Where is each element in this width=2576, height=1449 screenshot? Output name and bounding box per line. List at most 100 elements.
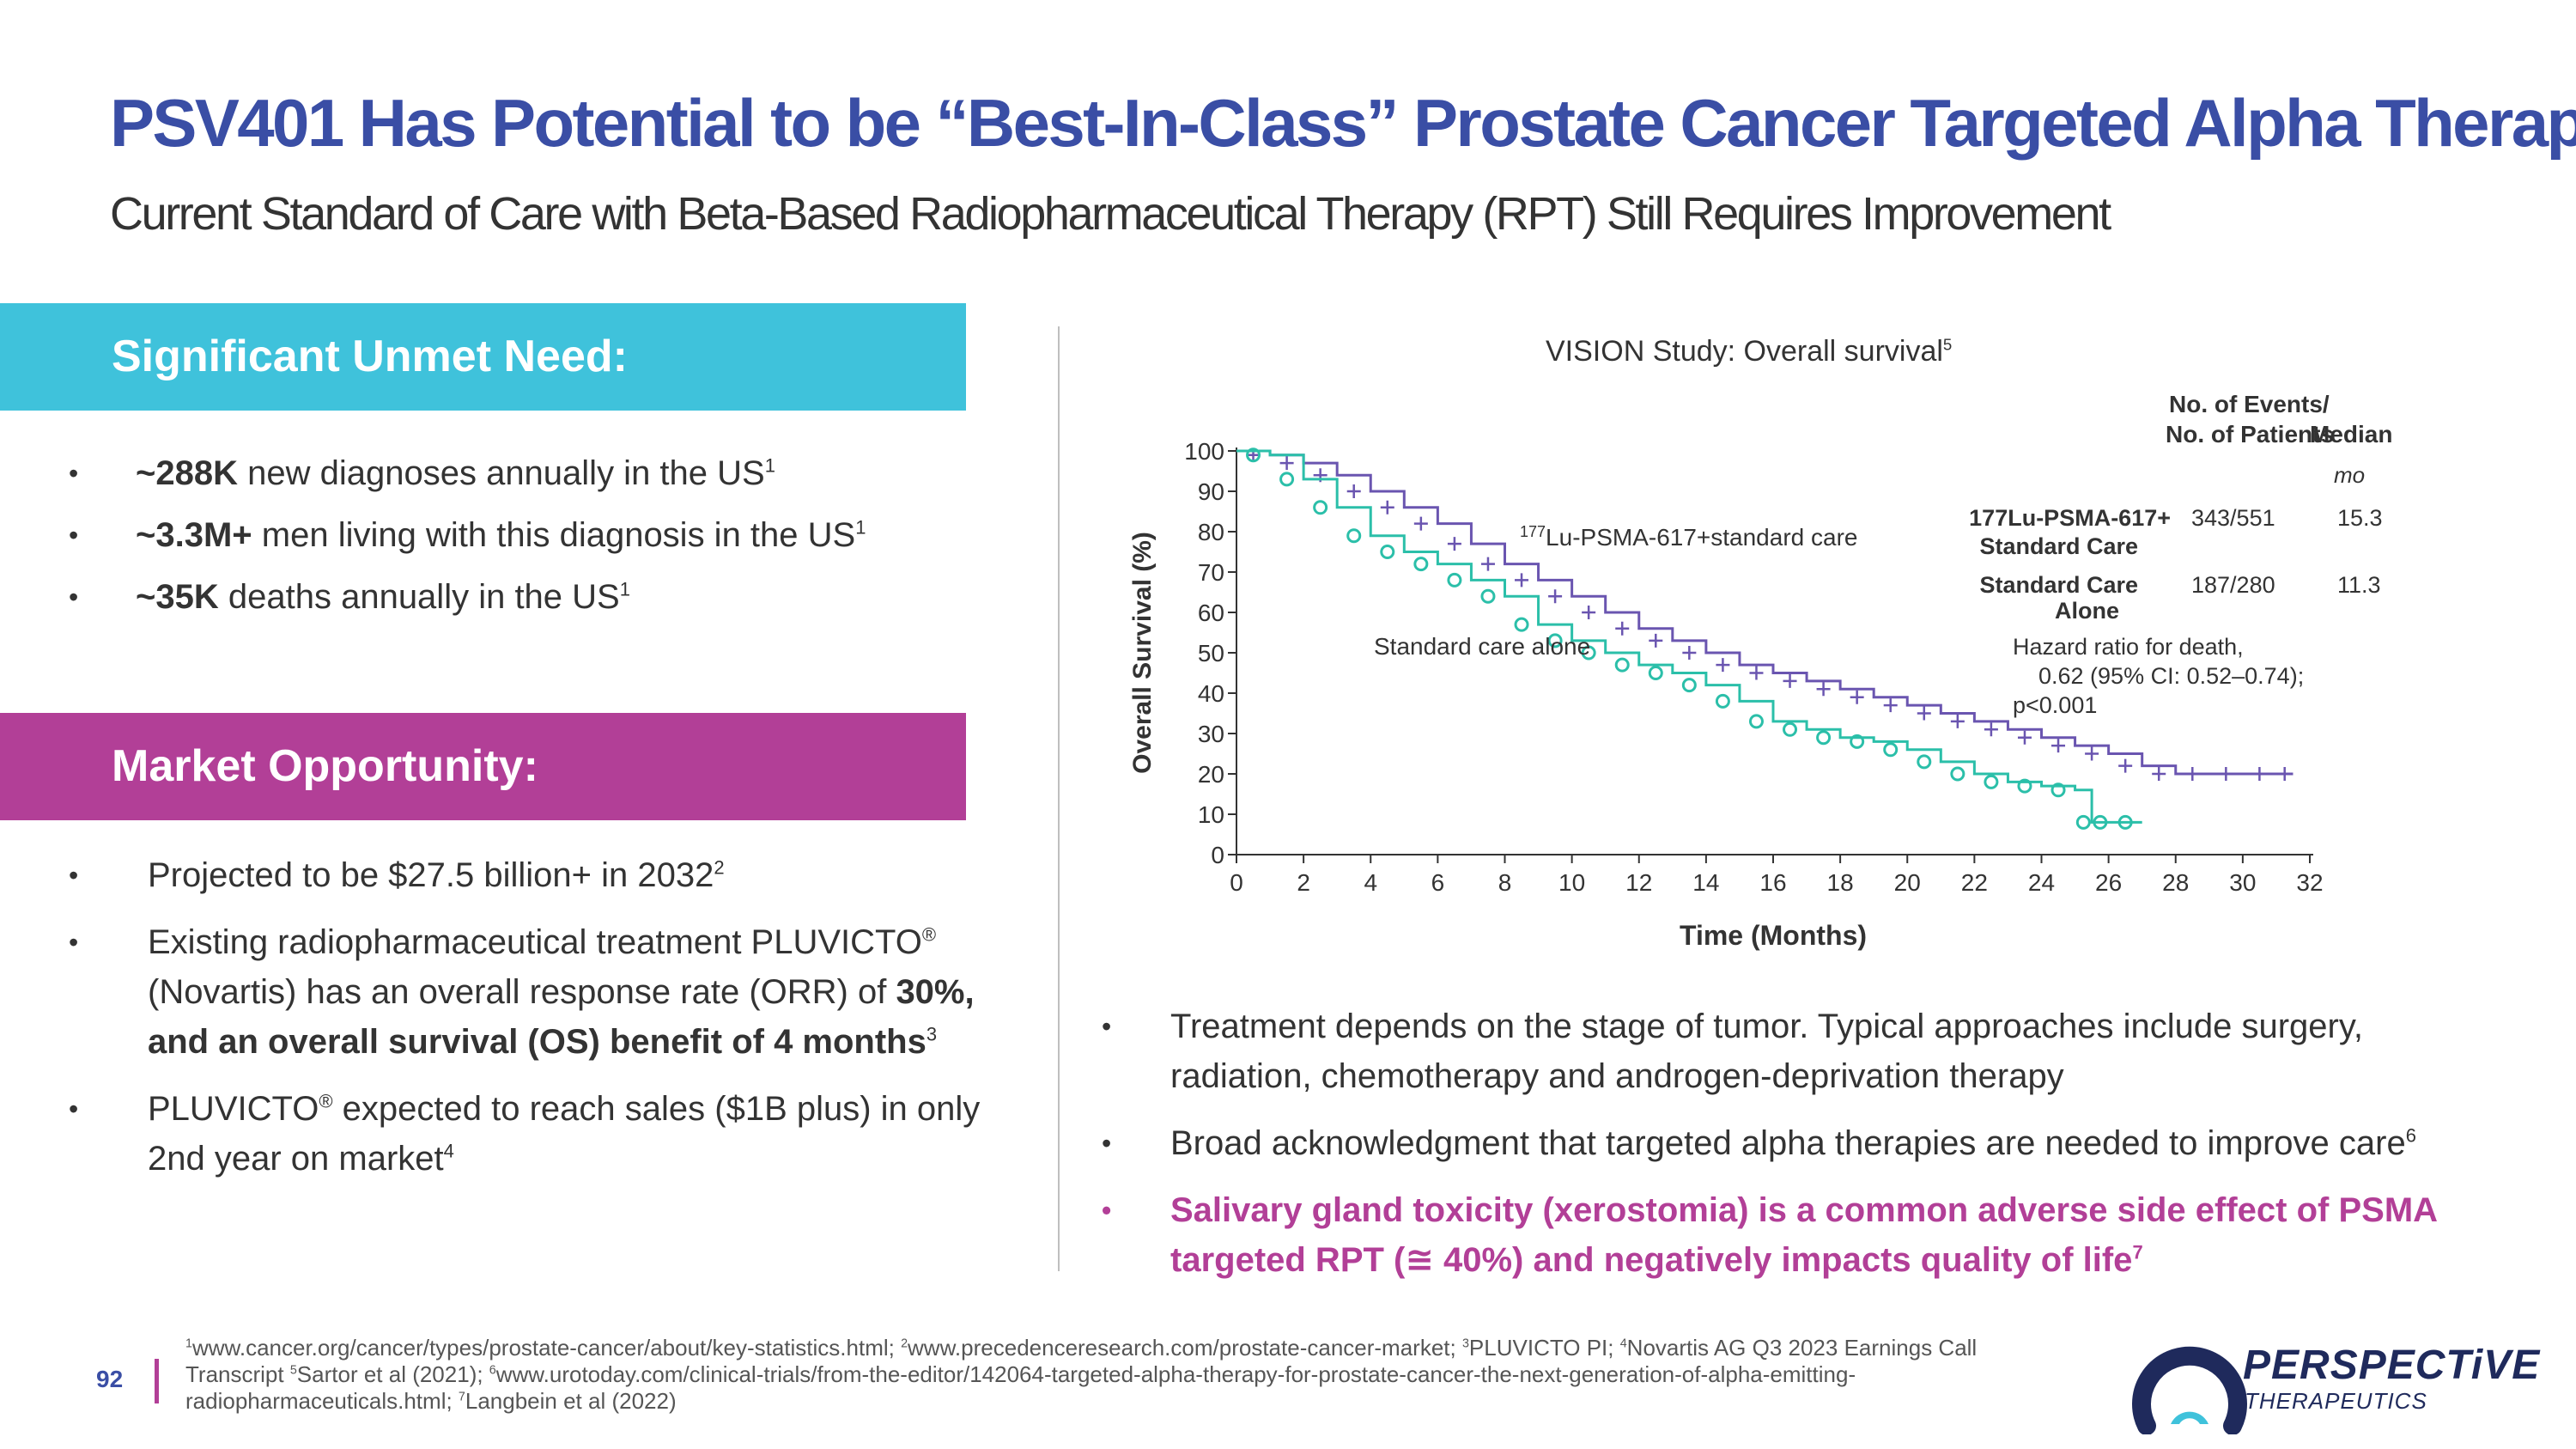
- lu-psma-series-line: [1236, 449, 2293, 776]
- y-tick-label: 20: [1198, 761, 1224, 788]
- footnote-text: www.precedenceresearch.com/prostate-canc…: [908, 1335, 1462, 1361]
- censor-mark: [1984, 722, 1998, 737]
- y-tick-label: 50: [1198, 640, 1224, 667]
- censor-mark: [1447, 572, 1462, 588]
- x-tick-label: 24: [2028, 869, 2055, 896]
- isotope-superscript: 177: [1520, 523, 1546, 540]
- list-item: • Existing radiopharmaceutical treatment …: [69, 917, 1013, 1067]
- footnote-text: PLUVICTO PI;: [1468, 1335, 1620, 1361]
- censor-mark: [1715, 693, 1730, 709]
- y-tick-label: 70: [1198, 559, 1224, 586]
- censor-mark: [1950, 714, 1965, 728]
- bullet-icon: •: [69, 458, 79, 489]
- censor-mark: [1716, 658, 1730, 673]
- y-tick-label: 90: [1198, 478, 1224, 505]
- footnote-ref: 2: [714, 856, 725, 879]
- chart-title: VISION Study: Overall survival5: [1546, 335, 1952, 368]
- censor-mark: [1783, 673, 1797, 688]
- censor-mark: [1313, 500, 1328, 515]
- censor-mark: [1480, 588, 1496, 604]
- censor-mark: [1950, 766, 1965, 782]
- footnote-marker: 3: [1461, 1336, 1469, 1351]
- footnote-text: Sartor et al (2021);: [296, 1361, 489, 1387]
- list-item: • ~3.3M+ men living with this diagnosis i…: [69, 508, 866, 570]
- list-item: • Broad acknowledgment that targeted alph…: [1102, 1118, 2510, 1168]
- x-tick-label: 6: [1431, 869, 1445, 896]
- bullet-icon: •: [69, 581, 79, 612]
- footnote-marker: 1: [185, 1336, 192, 1351]
- censor-mark: [1648, 666, 1663, 680]
- x-tick-label: 8: [1498, 869, 1512, 896]
- standard-care-label: Standard care alone: [1374, 633, 1590, 660]
- x-tick-label: 28: [2162, 869, 2189, 896]
- y-tick-label: 0: [1211, 842, 1224, 868]
- hazard-ratio-line1: Hazard ratio for death,: [2013, 634, 2244, 660]
- care-text-highlight: Salivary gland toxicity (xerostomia) is …: [1170, 1191, 2437, 1279]
- censor-mark: [1917, 706, 1931, 721]
- censor-mark: [2152, 767, 2166, 781]
- censor-mark: [1649, 633, 1663, 648]
- market-list: • Projected to be $27.5 billion+ in 20322…: [69, 850, 1013, 1201]
- censor-mark: [1279, 472, 1295, 487]
- footnotes: 1www.cancer.org/cancer/types/prostate-ca…: [185, 1335, 2075, 1415]
- unmet-need-list: • ~288K new diagnoses annually in the US1…: [69, 447, 866, 632]
- footnote-marker: 4: [1619, 1336, 1627, 1351]
- lu-psma-label: 177Lu-PSMA-617+standard care: [1520, 523, 1857, 551]
- list-item: • Treatment depends on the stage of tumor…: [1102, 1002, 2510, 1101]
- footer-divider: [155, 1359, 159, 1403]
- row1-name-b: Standard Care: [1979, 533, 2138, 559]
- row2-name-a: Standard Care: [1979, 572, 2138, 598]
- list-item: • ~288K new diagnoses annually in the US1: [69, 447, 866, 508]
- censor-mark: [1547, 633, 1563, 648]
- censor-mark: [1816, 730, 1832, 746]
- stat-value: ~3.3M+: [136, 516, 252, 554]
- censor-mark: [1413, 557, 1429, 572]
- column-divider: [1058, 326, 1060, 1271]
- stat-value: ~35K: [136, 578, 219, 616]
- market-text: (Novartis) has an overall response rate …: [148, 973, 896, 1011]
- stat-text: deaths annually in the US: [218, 578, 620, 616]
- unmet-need-heading: Significant Unmet Need:: [0, 303, 966, 411]
- footnote-text: Novartis AG Q3 2023 Earnings Call Transc…: [185, 1335, 1978, 1387]
- care-text: Treatment depends on the stage of tumor.…: [1170, 1008, 2363, 1095]
- x-tick-label: 4: [1364, 869, 1377, 896]
- bullet-icon: •: [1102, 1011, 1112, 1042]
- market-opportunity-heading: Market Opportunity:: [0, 713, 966, 820]
- bullet-icon: •: [1102, 1128, 1112, 1159]
- list-item: • Salivary gland toxicity (xerostomia) is…: [1102, 1185, 2510, 1285]
- x-tick-label: 14: [1692, 869, 1719, 896]
- x-tick-label: 2: [1297, 869, 1310, 896]
- censor-mark: [2051, 739, 2066, 753]
- x-tick-label: 20: [1894, 869, 1921, 896]
- list-item: • PLUVICTO® expected to reach sales ($1B …: [69, 1084, 1013, 1184]
- footnote-marker: 7: [458, 1390, 465, 1404]
- censor-mark: [1346, 528, 1362, 544]
- censor-mark: [2085, 746, 2099, 761]
- censor-mark: [1615, 621, 1630, 636]
- logo-wordmark: PERSPECTiVE: [2243, 1342, 2541, 1388]
- footnote-text: www.urotoday.com/clinical-trials/from-th…: [185, 1361, 1856, 1414]
- censor-mark: [1380, 500, 1394, 514]
- x-tick-label: 26: [2095, 869, 2122, 896]
- y-tick-label: 40: [1198, 680, 1224, 707]
- censor-mark: [1850, 734, 1865, 749]
- censor-mark: [2050, 782, 2066, 798]
- row2-median: 11.3: [2337, 572, 2381, 598]
- censor-mark: [1581, 645, 1596, 661]
- footnote-ref: 3: [926, 1023, 938, 1045]
- censor-mark: [1850, 690, 1864, 704]
- bullet-icon: •: [69, 1093, 79, 1124]
- y-axis-label: Overall Survival (%): [1128, 532, 1157, 774]
- censor-mark: [1279, 456, 1294, 471]
- stat-text: men living with this diagnosis in the US: [252, 516, 856, 554]
- y-tick-label: 100: [1184, 438, 1224, 465]
- chart-title-text: VISION Study: Overall survival: [1546, 335, 1943, 368]
- censor-mark: [1447, 537, 1461, 551]
- market-text: PLUVICTO: [148, 1090, 319, 1128]
- censor-mark: [2017, 730, 2032, 745]
- censor-mark: [2252, 767, 2267, 781]
- table-header-events: No. of Events/: [2169, 391, 2330, 417]
- censor-mark: [2219, 767, 2233, 781]
- censor-mark: [1749, 666, 1764, 680]
- censor-mark: [1246, 447, 1261, 463]
